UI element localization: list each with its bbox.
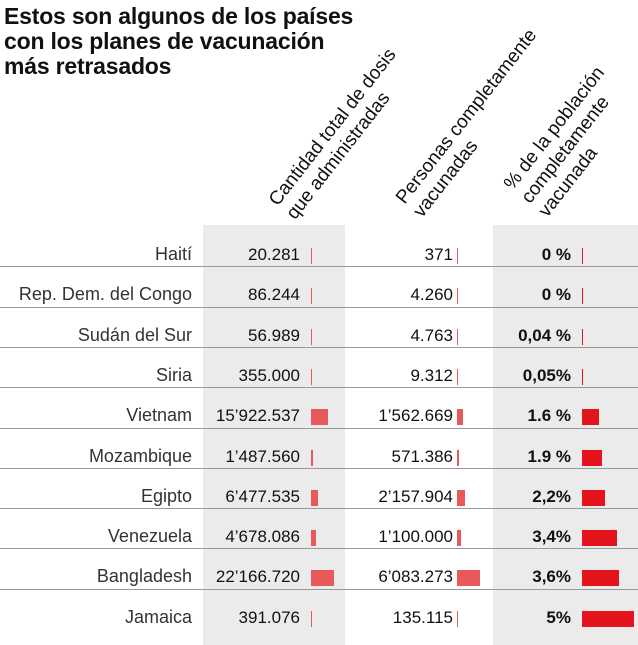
country-label: Mozambique [88, 445, 192, 466]
people-value: 4.763 [410, 325, 453, 345]
pct-bar [582, 328, 583, 345]
doses-bar [311, 610, 312, 627]
pct-value: 0,04 % [518, 325, 571, 345]
row-divider [0, 467, 638, 469]
people-value: 9.312 [410, 365, 453, 385]
people-bar [457, 530, 462, 547]
country-label: Egipto [140, 485, 192, 506]
doses-value: 20.281 [248, 245, 300, 264]
doses-value: 391.076 [238, 607, 300, 627]
people-bar [457, 368, 458, 385]
row-divider [0, 508, 638, 510]
people-value: 1’100.000 [378, 527, 453, 547]
doses-bar [311, 489, 318, 506]
pct-bar [582, 368, 583, 385]
country-label: Bangladesh [96, 566, 192, 587]
doses-value: 6’477.535 [225, 486, 300, 506]
pct-value: 0 % [541, 245, 571, 264]
row-divider [0, 387, 638, 389]
people-bar [457, 248, 458, 264]
pct-value: 3,4% [532, 527, 571, 547]
people-bar [457, 489, 466, 506]
country-label: Siria [155, 364, 192, 385]
row-divider [0, 346, 638, 348]
people-bar [457, 409, 463, 426]
pct-value: 3,6% [532, 567, 571, 587]
pct-bar [582, 409, 599, 426]
country-label: Haití [154, 244, 192, 264]
country-label: Venezuela [107, 526, 192, 547]
row-divider [0, 548, 638, 550]
pct-value: 1.9 % [527, 446, 571, 466]
country-label: Rep. Dem. del Congo [18, 284, 192, 305]
doses-value: 86.244 [248, 285, 300, 305]
pct-value: 5% [546, 607, 571, 627]
pct-bar [582, 288, 583, 305]
people-bar [457, 288, 458, 305]
people-value: 1’562.669 [378, 406, 453, 426]
doses-bar [311, 570, 334, 587]
doses-value: 1’487.560 [225, 446, 300, 466]
pct-bar [582, 610, 634, 627]
pct-bar [582, 570, 620, 587]
country-label: Sudán del Sur [77, 324, 192, 345]
pct-value: 1.6 % [527, 406, 571, 426]
doses-bar [311, 409, 328, 426]
people-value: 6’083.273 [378, 567, 453, 587]
pct-value: 0 % [541, 285, 571, 305]
doses-value: 355.000 [238, 365, 300, 385]
pct-bar [582, 530, 618, 547]
people-value: 371 [424, 245, 453, 264]
people-bar [457, 570, 480, 587]
doses-bar [311, 288, 312, 305]
pct-bar [582, 248, 583, 264]
doses-bar [311, 368, 312, 385]
people-value: 2’157.904 [378, 486, 453, 506]
row-divider [0, 588, 638, 590]
people-value: 4.260 [410, 285, 453, 305]
doses-bar [311, 449, 313, 466]
pct-value: 0,05% [522, 365, 571, 385]
row-divider [0, 266, 638, 268]
doses-bar [311, 248, 312, 264]
doses-value: 22’166.720 [215, 567, 300, 587]
row-divider [0, 427, 638, 429]
people-bar [457, 328, 458, 345]
doses-bar [311, 328, 312, 345]
doses-value: 56.989 [248, 325, 300, 345]
pct-bar [582, 489, 605, 506]
chart-title: Estos son algunos de los países con los … [4, 3, 354, 79]
doses-bar [311, 530, 316, 547]
pct-bar [582, 449, 602, 466]
doses-value: 15’922.537 [215, 406, 300, 426]
people-value: 571.386 [391, 446, 453, 466]
doses-value: 4’678.086 [225, 527, 300, 547]
country-label: Vietnam [126, 405, 192, 426]
people-value: 135.115 [392, 607, 453, 627]
people-bar [457, 610, 458, 627]
country-label: Jamaica [124, 606, 192, 627]
row-divider [0, 306, 638, 308]
pct-value: 2,2% [532, 486, 571, 506]
people-bar [457, 449, 460, 466]
